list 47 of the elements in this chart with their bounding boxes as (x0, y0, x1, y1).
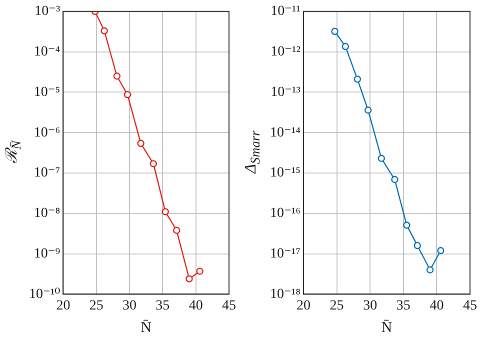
x-tick-label: 25 (89, 298, 104, 314)
point (364, 106, 372, 114)
point (414, 242, 421, 250)
point (137, 140, 144, 148)
x-tick-label: 35 (156, 298, 170, 314)
point (354, 76, 362, 83)
point (100, 27, 108, 34)
point (196, 268, 204, 275)
point (342, 42, 350, 50)
point (150, 160, 157, 168)
point (113, 72, 121, 80)
x-tick-label: 40 (188, 298, 203, 314)
point (378, 154, 386, 162)
x-tick-label: 45 (222, 298, 236, 314)
x-tick-label: 40 (430, 298, 444, 314)
point (173, 226, 180, 234)
point (186, 275, 193, 282)
y-tick-label: 10⁻⁷ (34, 166, 60, 181)
x-tick-label: 30 (363, 298, 378, 314)
point (391, 176, 398, 184)
x-axis-title: N̄ (381, 319, 392, 336)
point (426, 266, 434, 274)
y-tick-label: 10⁻¹⁴ (270, 125, 301, 140)
y-tick-label: 10⁻¹⁶ (270, 206, 301, 222)
y-tick-label: 10⁻⁴ (34, 44, 60, 60)
x-tick-label: 20 (296, 298, 310, 314)
y-tick-label: 10⁻¹³ (270, 84, 300, 100)
x-tick-label: 25 (330, 298, 344, 314)
point (331, 28, 338, 35)
x-tick-label: 20 (56, 298, 70, 314)
x-axis-title: N̄ (140, 319, 152, 336)
y-tick-label: 10⁻⁸ (34, 206, 60, 222)
y-tick-label: 10⁻¹¹ (270, 4, 300, 20)
x-tick-label: 35 (396, 298, 410, 314)
y-tick-label: 10⁻⁹ (34, 246, 60, 262)
point (162, 208, 169, 216)
x-tick-label: 30 (122, 298, 137, 314)
y-tick-label: 10⁻¹⁷ (270, 246, 301, 262)
point (124, 91, 132, 98)
y-tick-label: 10⁻¹² (270, 44, 300, 60)
point (437, 247, 444, 254)
y-tick-label: 10⁻⁵ (34, 84, 60, 100)
x-tick-label: 45 (463, 298, 477, 314)
y-tick-label: 10⁻⁶ (34, 125, 60, 140)
y-tick-label: 10⁻¹⁵ (270, 166, 301, 181)
y-tick-label: 10⁻³ (34, 4, 60, 20)
point (403, 222, 410, 229)
